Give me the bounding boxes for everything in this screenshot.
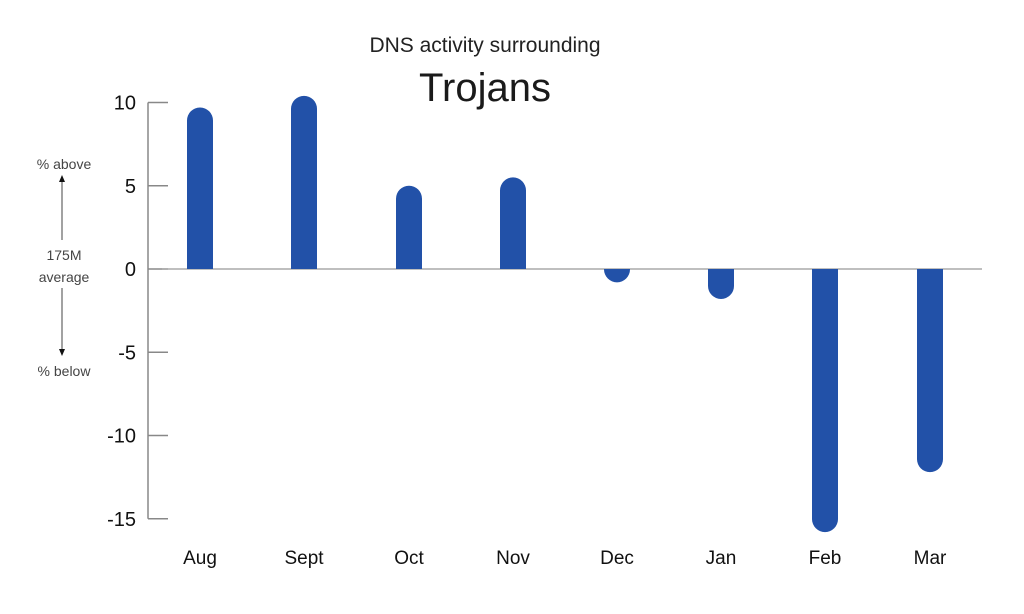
bar-feb [812, 269, 838, 533]
bar-nov [500, 177, 526, 269]
down-arrow-icon [59, 349, 65, 356]
y-axis: 10 5 0 -5 -10 -15 [107, 93, 982, 531]
average-value-label: 175M [46, 247, 81, 263]
bars [187, 95, 943, 533]
x-label-feb: Feb [809, 548, 842, 569]
bar-mar [917, 269, 943, 473]
x-label-mar: Mar [914, 548, 947, 569]
y-tick-label: -10 [107, 426, 136, 448]
x-label-jan: Jan [706, 548, 737, 569]
up-arrow-icon [59, 175, 65, 182]
chart-subtitle: DNS activity surrounding [369, 34, 601, 57]
chart-title: Trojans [419, 66, 551, 110]
y-tick-label: 5 [125, 176, 136, 198]
bar-sept [291, 95, 317, 270]
bar-jan [708, 269, 734, 299]
y-tick-label: 0 [125, 259, 136, 281]
x-label-dec: Dec [600, 548, 634, 569]
bar-oct [396, 185, 422, 269]
bar-dec [604, 269, 630, 283]
x-axis-labels: Aug Sept Oct Nov Dec Jan Feb Mar [183, 548, 947, 569]
y-tick-label: -5 [118, 342, 136, 364]
bar-aug [187, 107, 213, 270]
x-label-aug: Aug [183, 548, 217, 569]
average-label: average [39, 269, 90, 285]
below-label: % below [38, 363, 92, 379]
above-label: % above [37, 156, 92, 172]
x-label-oct: Oct [394, 548, 424, 569]
y-tick-label: -15 [107, 509, 136, 531]
x-label-nov: Nov [496, 548, 530, 569]
x-label-sept: Sept [284, 548, 324, 569]
side-annotation: % above 175M average % below [37, 156, 92, 379]
y-tick-label: 10 [114, 93, 136, 115]
